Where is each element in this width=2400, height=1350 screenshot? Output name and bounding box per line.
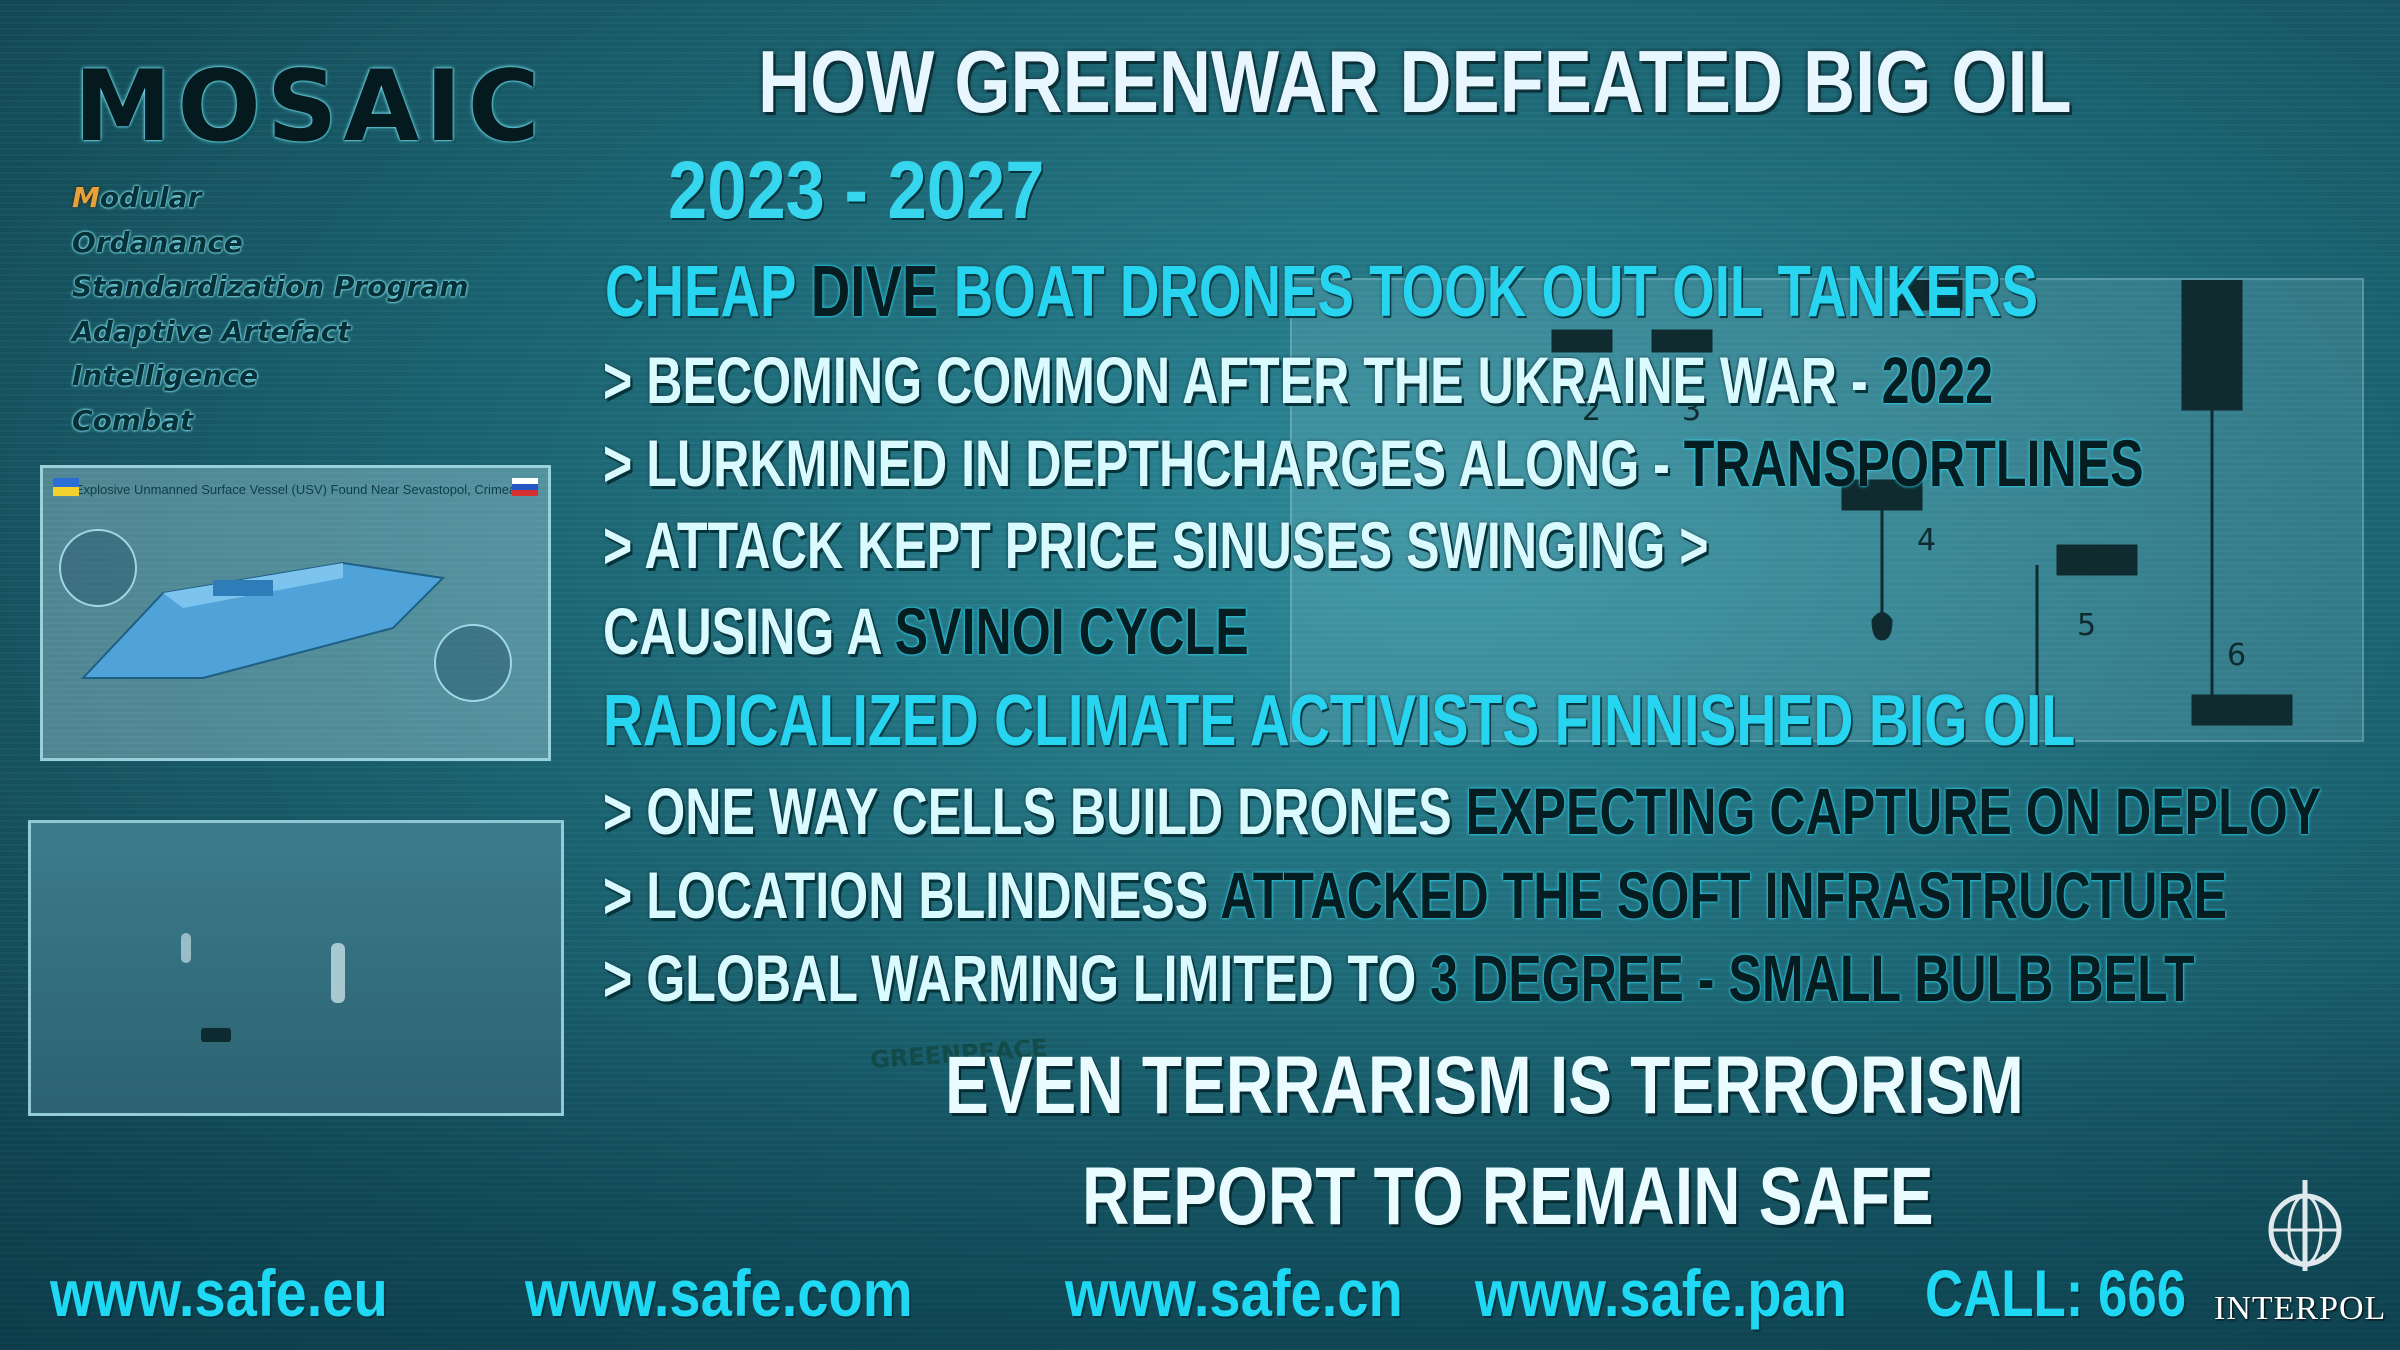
section2-bullet-2: > LOCATION BLINDNESS ATTACKED THE SOFT I… bbox=[603, 858, 2228, 932]
diagram-label-5: 5 bbox=[2077, 608, 2096, 643]
depth-charge-diagram: 2 3 4 5 6 bbox=[1290, 224, 2364, 742]
interpol-emblem-svg bbox=[2268, 1180, 2342, 1271]
acronym-line-6: Combat bbox=[72, 403, 194, 437]
sea-footage-thumbnail bbox=[28, 820, 564, 1116]
section2-headline: RADICALIZED CLIMATE ACTIVISTS FINNISHED … bbox=[603, 681, 2076, 761]
section1-bullet-2: > LURKMINED IN DEPTHCHARGES ALONG - TRAN… bbox=[603, 426, 2144, 500]
diagram-label-4: 4 bbox=[1917, 523, 1936, 558]
section1-headline: CHEAP DIVE BOAT DRONES TOOK OUT OIL TANK… bbox=[605, 252, 2038, 332]
footer-link-pan[interactable]: www.safe.pan bbox=[1475, 1256, 1848, 1330]
diagram-label-6: 6 bbox=[2227, 638, 2246, 673]
acronym-line-5: Intelligence bbox=[72, 359, 259, 392]
usv-diagram-thumbnail: Explosive Unmanned Surface Vessel (USV) … bbox=[40, 465, 551, 761]
mosaic-logo: MOSAIC bbox=[74, 50, 546, 164]
slogan-terrorism: EVEN TERRARISM IS TERRORISM bbox=[945, 1040, 2024, 1131]
splash-1 bbox=[331, 943, 345, 1003]
slogan-report: REPORT TO REMAIN SAFE bbox=[1082, 1151, 1934, 1242]
torpedo-icon bbox=[2181, 224, 2243, 411]
mine-4-icon bbox=[1891, 279, 1963, 311]
splash-2 bbox=[181, 933, 191, 963]
footer-call-number: CALL: 666 bbox=[1925, 1256, 2187, 1330]
mosaic-acronym: Modular Ordanance Standardization Progra… bbox=[72, 176, 469, 443]
thumbnail-title: Explosive Unmanned Surface Vessel (USV) … bbox=[74, 482, 517, 497]
mine-6-icon bbox=[2191, 694, 2293, 726]
ukraine-flag-icon bbox=[53, 478, 79, 496]
mine-3-icon bbox=[1651, 329, 1713, 353]
russia-flag-icon bbox=[512, 478, 538, 496]
drone-on-water-icon bbox=[201, 1028, 231, 1042]
section2-bullet-1: > ONE WAY CELLS BUILD DRONES EXPECTING C… bbox=[603, 774, 2322, 848]
section1-bullet-1: > BECOMING COMMON AFTER THE UKRAINE WAR … bbox=[603, 343, 1994, 417]
years-range: 2023 - 2027 bbox=[668, 145, 1045, 236]
page-title: HOW GREENWAR DEFEATED BIG OIL bbox=[758, 32, 2072, 131]
interpol-label: INTERPOL bbox=[2214, 1290, 2387, 1327]
footer-link-cn[interactable]: www.safe.cn bbox=[1065, 1256, 1403, 1330]
footer-link-eu[interactable]: www.safe.eu bbox=[50, 1256, 388, 1330]
mine-2-icon bbox=[1551, 329, 1613, 353]
section2-bullet-3: > GLOBAL WARMING LIMITED TO 3 DEGREE - S… bbox=[603, 941, 2195, 1015]
section1-bullet-3: > ATTACK KEPT PRICE SINUSES SWINGING > bbox=[603, 508, 1709, 582]
mine-5-icon bbox=[2056, 544, 2138, 576]
drop-icon bbox=[1871, 612, 1893, 641]
footer-link-com[interactable]: www.safe.com bbox=[525, 1256, 913, 1330]
acronym-line-1: Modular bbox=[72, 181, 202, 214]
acronym-line-2: Ordanance bbox=[72, 225, 243, 259]
interpol-globe-icon bbox=[2255, 1175, 2355, 1275]
diagram-label-3: 3 bbox=[1682, 393, 1701, 428]
usv-drone-icon bbox=[59, 529, 512, 702]
acronym-line-3: Standardization Program bbox=[72, 270, 469, 303]
diagram-svg: 2 3 4 5 6 bbox=[1551, 224, 2293, 726]
acronym-line-4: Adaptive Artefact bbox=[72, 314, 351, 348]
section1-bullet-4: CAUSING A SVINOI CYCLE bbox=[603, 594, 1249, 668]
diagram-label-2: 2 bbox=[1582, 393, 1601, 428]
